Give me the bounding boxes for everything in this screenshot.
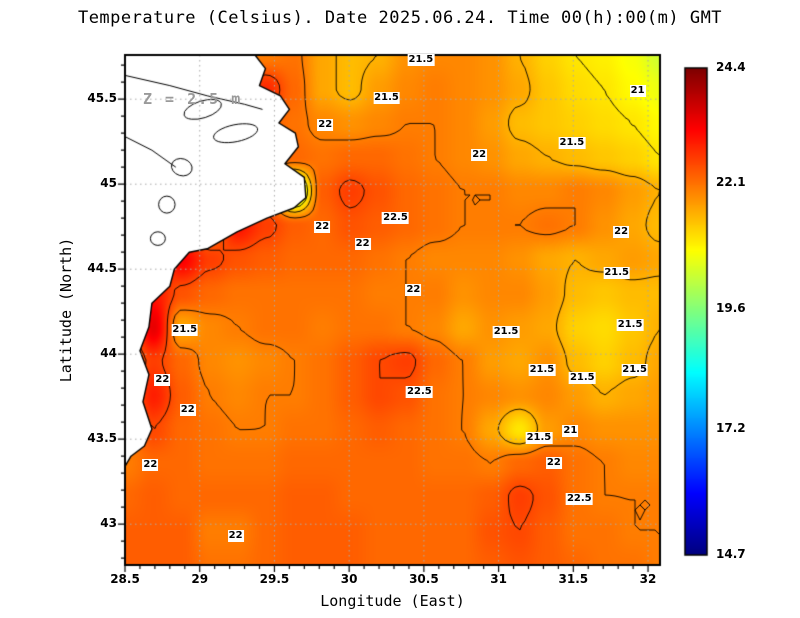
x-tick-label: 29 xyxy=(191,572,209,586)
colorbar-tick-label: 19.6 xyxy=(716,300,746,315)
y-tick-label: 44 xyxy=(100,346,117,361)
contour-label: 21.5 xyxy=(525,431,553,444)
colorbar-tick-label: 24.4 xyxy=(716,60,746,74)
contour-label: 21 xyxy=(629,84,646,97)
x-tick-label: 31 xyxy=(490,572,507,586)
contour-label: 22.5 xyxy=(406,385,433,398)
x-tick-label: 28.5 xyxy=(110,572,140,586)
x-tick-label: 30.5 xyxy=(409,572,439,586)
contour-label: 21.5 xyxy=(407,54,435,67)
colorbar-tick-label: 22.1 xyxy=(716,175,746,190)
x-tick-label: 30 xyxy=(340,572,358,586)
contour-label: 22 xyxy=(613,225,630,238)
contour-label: 21.5 xyxy=(603,266,630,279)
contour-label: 21.5 xyxy=(171,324,199,337)
contour-label: 22 xyxy=(227,530,244,543)
contour-label: 21.5 xyxy=(621,363,648,376)
contour-label: 22 xyxy=(154,373,171,386)
contour-label: 21.5 xyxy=(373,91,400,104)
contour-label: 21.5 xyxy=(616,319,644,332)
colorbar-tick-label: 14.7 xyxy=(716,547,746,561)
x-axis-label: Longitude (East) xyxy=(320,592,465,610)
contour-label: 22 xyxy=(545,457,562,469)
contour-label: 22 xyxy=(354,237,371,250)
x-tick-label: 32 xyxy=(639,572,657,586)
contour-label: 22.5 xyxy=(382,212,409,225)
y-tick-label: 45 xyxy=(100,176,117,191)
contour-label: 22 xyxy=(405,283,422,296)
contour-label: 22 xyxy=(179,404,196,417)
contour-label: 22 xyxy=(142,458,159,471)
contour-label: 21 xyxy=(562,424,579,437)
contour-label: 21.5 xyxy=(558,137,586,150)
y-tick-label: 43.5 xyxy=(87,431,117,446)
x-tick-label: 29.5 xyxy=(259,572,290,586)
contour-label: 21.5 xyxy=(568,372,596,384)
contour-label: 21.5 xyxy=(528,363,556,376)
contour-label: 22 xyxy=(317,118,334,131)
figure-title: Temperature (Celsius). Date 2025.06.24. … xyxy=(77,8,723,28)
x-tick-label: 31.5 xyxy=(558,572,589,586)
y-tick-label: 44.5 xyxy=(87,261,117,276)
contour-label: 22 xyxy=(314,220,331,233)
y-tick-label: 45.5 xyxy=(87,91,117,106)
contour-label: 22.5 xyxy=(565,492,593,505)
colorbar-tick-label: 17.2 xyxy=(716,421,746,436)
y-axis-label: Latitude (North) xyxy=(57,237,75,383)
contour-label: 22 xyxy=(471,149,488,162)
contour-label: 21.5 xyxy=(492,326,520,339)
depth-annotation: Z = 2.5 m xyxy=(143,90,243,108)
y-tick-label: 43 xyxy=(100,516,117,531)
